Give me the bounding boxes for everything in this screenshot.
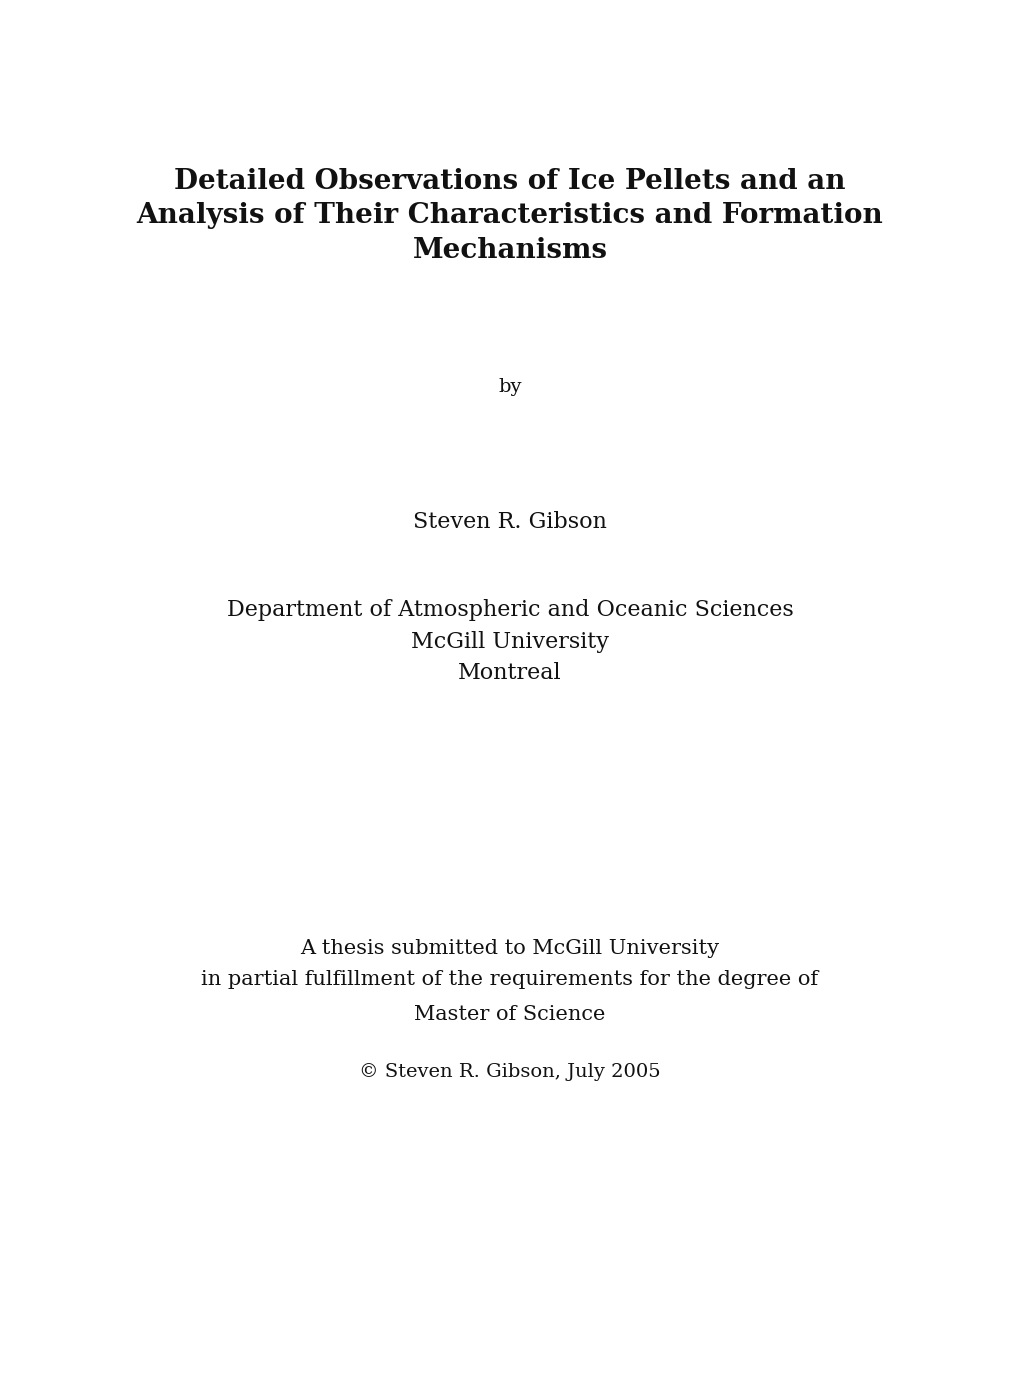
- Text: in partial fulfillment of the requirements for the degree of: in partial fulfillment of the requiremen…: [201, 970, 818, 989]
- Text: Analysis of Their Characteristics and Formation: Analysis of Their Characteristics and Fo…: [137, 202, 882, 229]
- Text: Steven R. Gibson: Steven R. Gibson: [413, 511, 606, 533]
- Text: Department of Atmospheric and Oceanic Sciences: Department of Atmospheric and Oceanic Sc…: [226, 599, 793, 621]
- Text: Montreal: Montreal: [458, 662, 561, 684]
- Text: McGill University: McGill University: [411, 631, 608, 653]
- Text: © Steven R. Gibson, July 2005: © Steven R. Gibson, July 2005: [359, 1062, 660, 1081]
- Text: Master of Science: Master of Science: [414, 1004, 605, 1024]
- Text: by: by: [497, 378, 522, 397]
- Text: Mechanisms: Mechanisms: [412, 236, 607, 264]
- Text: A thesis submitted to McGill University: A thesis submitted to McGill University: [301, 938, 718, 958]
- Text: Detailed Observations of Ice Pellets and an: Detailed Observations of Ice Pellets and…: [174, 168, 845, 195]
